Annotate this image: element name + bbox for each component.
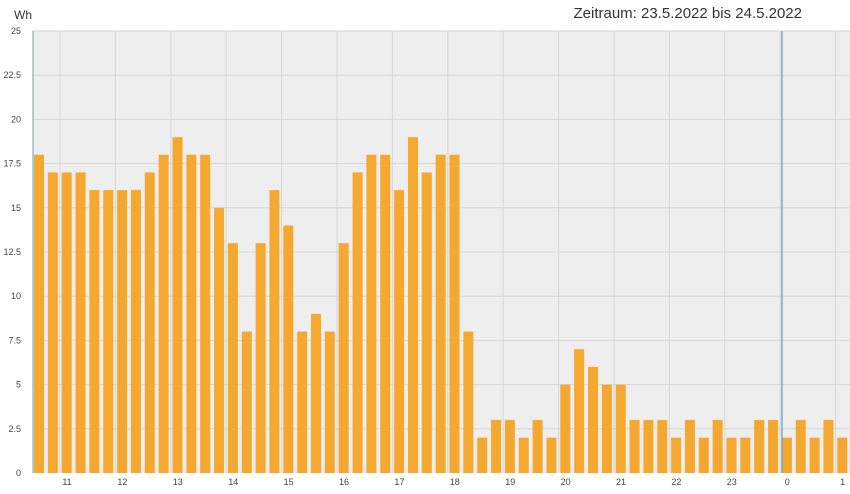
bar: [684, 419, 695, 473]
bar: [394, 190, 405, 473]
bar: [200, 154, 211, 473]
bar: [75, 172, 86, 473]
bar: [768, 419, 779, 473]
bar: [449, 154, 460, 473]
bar: [435, 154, 446, 473]
x-tick-label: 16: [339, 477, 349, 487]
bar: [117, 190, 128, 473]
bar: [809, 437, 820, 473]
bar: [380, 154, 391, 473]
bar: [421, 172, 432, 473]
bar: [89, 190, 100, 473]
y-axis-unit-label: Wh: [14, 8, 32, 22]
bar: [255, 243, 266, 473]
x-tick-label: 12: [117, 477, 127, 487]
x-tick-labels: 11 12 13 14 15 16 17 18 19 20 21 22 23 0 1: [62, 477, 845, 487]
grid-lines: [33, 30, 850, 473]
bar: [311, 313, 321, 473]
bar: [740, 437, 751, 473]
bars: [34, 137, 848, 474]
y-tick-label: 25: [11, 26, 21, 36]
bar: [837, 437, 848, 473]
x-tick-label: 15: [284, 477, 294, 487]
bar: [130, 190, 141, 473]
y-tick-label: 15: [11, 203, 21, 213]
bar: [158, 154, 169, 473]
bar: [546, 437, 557, 473]
y-tick-label: 20: [11, 114, 21, 124]
bar: [823, 419, 834, 473]
period-title: Zeitraum: 23.5.2022 bis 24.5.2022: [573, 5, 803, 22]
bar: [186, 154, 197, 473]
bar: [698, 437, 709, 473]
bar: [629, 419, 640, 473]
x-tick-label: 0: [785, 477, 790, 487]
x-tick-label: 18: [450, 477, 460, 487]
bar: [726, 437, 737, 473]
bar: [407, 137, 418, 473]
bar: [574, 349, 585, 473]
x-tick-label: 21: [616, 477, 626, 487]
y-tick-label: 22.5: [3, 70, 21, 80]
bar: [463, 331, 474, 473]
bar: [103, 190, 114, 473]
bar: [352, 172, 363, 473]
bar: [477, 437, 488, 473]
bar: [283, 225, 294, 473]
bar: [491, 419, 502, 473]
bar: [560, 384, 571, 473]
bar: [671, 437, 682, 473]
bar: [297, 331, 308, 473]
bar: [712, 419, 723, 473]
bar: [269, 190, 280, 473]
bar: [615, 384, 626, 473]
bar: [781, 437, 792, 473]
y-tick-label: 7.5: [8, 335, 21, 345]
x-tick-label: 17: [394, 477, 404, 487]
bar: [61, 172, 72, 473]
x-tick-label: 1: [840, 477, 845, 487]
bar: [47, 172, 58, 473]
bar: [144, 172, 155, 473]
bar: [227, 243, 238, 473]
x-tick-label: 13: [173, 477, 183, 487]
bar: [338, 243, 349, 473]
x-tick-label: 14: [228, 477, 238, 487]
y-tick-labels: 0 2.5 5 7.5 10 12.5 15 17.5 20 22.5 25: [3, 26, 21, 478]
bar: [643, 419, 654, 473]
bar: [657, 419, 668, 473]
bar: [214, 207, 225, 474]
y-tick-label: 10: [11, 291, 21, 301]
bar: [241, 331, 252, 473]
y-tick-label: 5: [16, 380, 21, 390]
x-tick-label: 11: [62, 477, 71, 487]
bar: [518, 437, 529, 473]
bar: [324, 331, 335, 473]
y-tick-label: 2.5: [8, 424, 21, 434]
bar: [754, 419, 765, 473]
bar: [34, 154, 44, 473]
y-tick-label: 12.5: [3, 247, 21, 257]
bar: [532, 419, 543, 473]
bar: [601, 384, 612, 473]
bar: [795, 419, 806, 473]
x-tick-label: 22: [671, 477, 681, 487]
bar: [504, 419, 515, 473]
bar: [588, 366, 598, 473]
y-tick-label: 0: [16, 468, 21, 478]
y-tick-label: 17.5: [3, 159, 21, 169]
x-tick-label: 23: [727, 477, 737, 487]
bar: [366, 154, 377, 473]
bar: [172, 137, 183, 473]
x-tick-label: 19: [505, 477, 515, 487]
x-tick-label: 20: [561, 477, 571, 487]
